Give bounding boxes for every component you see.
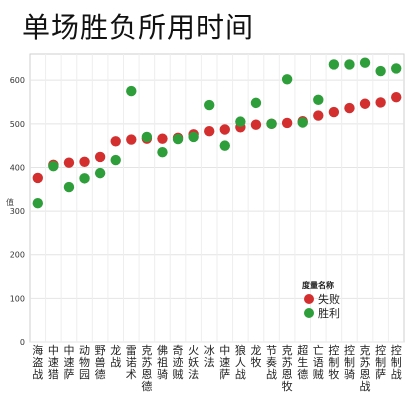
data-point-胜利 <box>219 140 230 151</box>
data-point-胜利 <box>126 85 137 97</box>
data-point-胜利 <box>266 118 277 130</box>
data-point-胜利 <box>359 57 371 68</box>
data-point-失败 <box>219 124 230 135</box>
data-point-失败 <box>94 151 106 163</box>
data-point-胜利 <box>157 146 168 158</box>
data-point-失败 <box>63 157 75 168</box>
data-point-失败 <box>32 172 43 184</box>
x-tick-label: 控制战 <box>391 343 402 381</box>
data-point-胜利 <box>141 131 153 143</box>
y-tick-label: 400 <box>10 163 25 172</box>
data-point-失败 <box>157 133 168 144</box>
data-point-失败 <box>126 134 137 145</box>
x-tick-label: 中速萨 <box>63 344 74 381</box>
data-point-失败 <box>375 97 386 108</box>
data-point-胜利 <box>48 160 59 172</box>
data-point-胜利 <box>313 94 324 106</box>
legend-swatch <box>304 294 314 304</box>
x-tick-label: 雷诺术 <box>126 344 137 381</box>
data-point-胜利 <box>94 167 106 179</box>
data-point-失败 <box>281 117 293 129</box>
x-axis: 海盗战中速猎中速萨动物园野兽德龙战雷诺术克苏恩德佛祖骑奇迹贼火妖法冰法中速萨狼人… <box>32 343 401 393</box>
data-point-胜利 <box>172 133 184 145</box>
data-point-失败 <box>313 110 324 121</box>
x-tick-label: 野兽德 <box>95 344 106 381</box>
data-point-胜利 <box>250 97 262 109</box>
y-tick-label: 200 <box>10 251 25 260</box>
data-point-胜利 <box>235 116 246 127</box>
legend-title: 度量名称 <box>302 280 334 290</box>
x-tick-label: 龙牧 <box>250 344 261 369</box>
x-tick-label: 狼人战 <box>235 343 246 381</box>
x-tick-label: 动物园 <box>79 344 90 381</box>
data-point-胜利 <box>204 99 215 111</box>
data-point-失败 <box>204 126 215 137</box>
x-tick-label: 奇迹贼 <box>173 344 184 381</box>
y-tick-label: 0 <box>20 338 25 347</box>
x-tick-label: 中速猎 <box>48 344 59 381</box>
data-point-失败 <box>250 119 262 130</box>
x-tick-label: 中速萨 <box>219 344 230 381</box>
y-axis-label: 值 <box>6 197 14 207</box>
x-tick-label: 克苏恩德 <box>141 344 152 393</box>
y-tick-label: 600 <box>10 76 25 85</box>
x-tick-label: 克苏恩牧 <box>282 344 293 393</box>
y-tick-label: 100 <box>10 294 25 303</box>
data-point-胜利 <box>110 154 121 166</box>
data-point-胜利 <box>375 65 386 77</box>
data-point-胜利 <box>79 173 90 184</box>
chart-title: 单场胜负所用时间 <box>22 11 255 44</box>
x-tick-label: 火妖法 <box>188 344 199 381</box>
data-point-胜利 <box>281 74 293 85</box>
data-points <box>32 57 402 209</box>
x-tick-label: 冰法 <box>204 344 215 369</box>
x-tick-label: 控制萨 <box>375 343 386 381</box>
x-tick-label: 海盗战 <box>32 343 43 381</box>
data-point-胜利 <box>188 131 199 143</box>
legend-item-label: 胜利 <box>318 306 340 320</box>
data-point-失败 <box>79 156 90 167</box>
grid-lines <box>30 54 404 343</box>
x-tick-label: 亡语贼 <box>313 343 324 381</box>
data-point-失败 <box>359 98 371 109</box>
data-point-失败 <box>391 92 402 103</box>
y-axis: 0 100 200 300 400 500 600 值 <box>6 76 25 347</box>
x-tick-label: 节奏战 <box>266 344 277 381</box>
data-point-胜利 <box>344 59 355 70</box>
legend-item-label: 失败 <box>318 292 340 306</box>
data-point-失败 <box>344 102 355 114</box>
data-point-胜利 <box>328 59 340 70</box>
data-point-失败 <box>328 106 340 118</box>
x-tick-label: 超生德 <box>297 343 308 381</box>
x-tick-label: 控制牧 <box>328 343 339 381</box>
x-tick-label: 克苏恩战 <box>360 344 371 393</box>
data-point-胜利 <box>391 63 402 74</box>
data-point-胜利 <box>63 181 75 193</box>
data-point-胜利 <box>297 117 308 128</box>
x-tick-label: 佛祖骑 <box>157 344 168 381</box>
y-tick-label: 500 <box>10 120 25 129</box>
x-tick-label: 控制骑 <box>344 343 355 381</box>
legend-swatch <box>304 308 314 318</box>
data-point-胜利 <box>32 198 43 209</box>
y-tick-label: 300 <box>10 207 25 216</box>
data-point-失败 <box>110 136 121 147</box>
x-tick-label: 龙战 <box>110 344 121 369</box>
